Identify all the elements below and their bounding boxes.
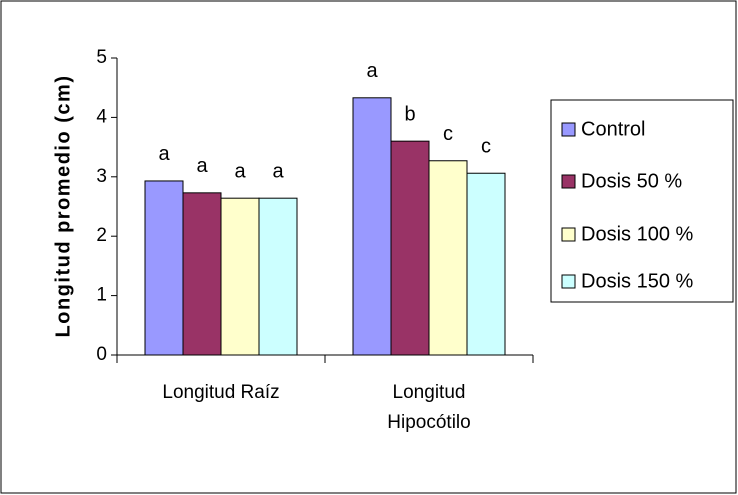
legend-swatch: [561, 227, 576, 242]
bar-annotation: a: [366, 60, 378, 82]
bar: [428, 160, 468, 356]
legend-label: Dosis 100 %: [581, 223, 693, 245]
bar-annotation: c: [443, 123, 453, 145]
bar: [182, 192, 222, 356]
legend-label: Control: [581, 118, 645, 140]
y-axis-label: Longitud promedio (cm): [52, 75, 74, 338]
legend-label: Dosis 150 %: [581, 270, 693, 292]
bar: [352, 97, 392, 356]
bar-annotation: b: [404, 103, 415, 125]
y-tick-label: 4: [96, 106, 107, 127]
bar: [144, 180, 184, 356]
y-tick-label: 1: [96, 285, 107, 306]
bar-annotation: a: [196, 155, 208, 177]
y-tick-label: 2: [96, 225, 107, 246]
legend-swatch: [561, 274, 576, 289]
legend-label: Dosis 50 %: [581, 170, 682, 192]
bar-annotation: a: [272, 160, 284, 182]
y-tick-label: 5: [96, 47, 107, 68]
bar: [258, 197, 298, 356]
bar-annotation: c: [481, 136, 491, 158]
bar: [390, 140, 430, 356]
legend-swatch: [561, 174, 576, 189]
legend-swatch: [561, 122, 576, 137]
x-tick-label: Longitud Hipocótilo: [387, 382, 471, 433]
bar-annotation: a: [234, 160, 246, 182]
bar-annotation: a: [158, 143, 170, 165]
x-tick-label: Longitud Raíz: [162, 382, 280, 403]
legend-box: [550, 99, 734, 303]
y-tick-label: 3: [96, 166, 107, 187]
bar: [220, 197, 260, 356]
y-tick-label: 0: [96, 344, 107, 365]
bar: [466, 172, 506, 356]
